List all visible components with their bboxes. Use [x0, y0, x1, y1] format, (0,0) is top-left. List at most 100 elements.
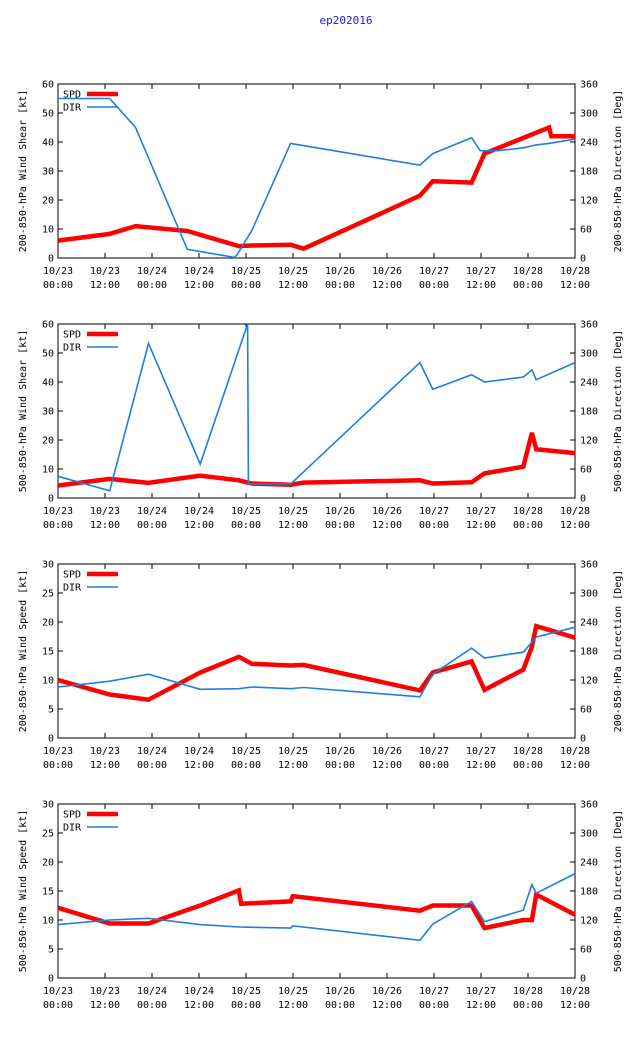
right-tick-label: 360: [580, 560, 598, 571]
y-axis-label-right: 200-850-hPa Direction [Deg]: [613, 570, 624, 733]
x-tick-date: 10/24: [184, 506, 214, 517]
y-axis-label-left: 200-850-hPa Wind Speed [kt]: [18, 570, 29, 733]
x-tick-time: 00:00: [513, 520, 543, 531]
dir-series-line: [57, 626, 576, 698]
x-tick-date: 10/27: [419, 986, 449, 997]
x-tick-time: 12:00: [90, 760, 120, 771]
dir-series-line: [57, 323, 576, 492]
x-tick-time: 12:00: [278, 760, 308, 771]
legend-label-dir: DIR: [63, 103, 82, 114]
right-tick-label: 120: [580, 436, 598, 447]
x-tick-time: 00:00: [325, 760, 355, 771]
y-axis-label-left: 500-850-hPa Wind Shear [kt]: [18, 330, 29, 493]
page-title: ep202016: [320, 14, 373, 27]
right-tick-label: 300: [580, 829, 598, 840]
left-tick-label: 30: [42, 800, 54, 811]
legend-label-dir: DIR: [63, 583, 82, 594]
x-tick-time: 00:00: [231, 280, 261, 291]
x-tick-time: 12:00: [372, 280, 402, 291]
spd-series-line: [57, 432, 576, 488]
right-tick-label: 300: [580, 589, 598, 600]
chart-panel-3: 05101520253006012018024030036010/2300:00…: [18, 560, 624, 772]
right-tick-label: 60: [580, 225, 592, 236]
right-tick-label: 180: [580, 647, 598, 658]
spd-series-line: [57, 623, 576, 703]
x-tick-time: 12:00: [466, 1000, 496, 1011]
x-tick-date: 10/28: [513, 986, 543, 997]
x-tick-time: 00:00: [137, 760, 167, 771]
x-tick-time: 00:00: [419, 760, 449, 771]
x-tick-time: 00:00: [231, 520, 261, 531]
x-tick-time: 12:00: [90, 520, 120, 531]
legend-label-dir: DIR: [63, 823, 82, 834]
x-tick-time: 12:00: [560, 520, 590, 531]
x-tick-time: 00:00: [325, 520, 355, 531]
x-tick-date: 10/23: [43, 506, 73, 517]
right-tick-label: 360: [580, 320, 598, 331]
right-tick-label: 120: [580, 196, 598, 207]
x-tick-date: 10/23: [90, 266, 120, 277]
x-tick-date: 10/28: [513, 746, 543, 757]
x-tick-date: 10/23: [90, 506, 120, 517]
x-tick-time: 00:00: [137, 520, 167, 531]
x-tick-time: 12:00: [278, 520, 308, 531]
legend-label-spd: SPD: [63, 810, 81, 821]
x-tick-time: 00:00: [419, 520, 449, 531]
right-tick-label: 300: [580, 109, 598, 120]
x-tick-date: 10/25: [278, 266, 308, 277]
x-tick-date: 10/27: [466, 506, 496, 517]
x-tick-date: 10/28: [513, 506, 543, 517]
left-tick-label: 50: [42, 109, 54, 120]
x-tick-date: 10/26: [325, 746, 355, 757]
legend-label-dir: DIR: [63, 343, 82, 354]
x-tick-time: 12:00: [184, 520, 214, 531]
x-tick-date: 10/27: [419, 506, 449, 517]
chart-panel-2: 0 10 20 30 40 50 60 0 60 120 180 240 300 360 10/23 00:0…: [18, 320, 624, 532]
x-tick-time: 12:00: [560, 280, 590, 291]
left-tick-label: 50: [42, 349, 54, 360]
x-tick-date: 10/25: [278, 986, 308, 997]
left-tick-label: 0: [48, 974, 54, 985]
x-tick-date: 10/26: [372, 746, 402, 757]
right-tick-label: 120: [580, 676, 598, 687]
x-tick-time: 12:00: [372, 760, 402, 771]
x-tick-time: 00:00: [137, 280, 167, 291]
left-tick-label: 20: [42, 618, 54, 629]
x-tick-date: 10/24: [184, 266, 214, 277]
left-tick-label: 25: [42, 829, 54, 840]
spd-series-line: [57, 887, 577, 931]
x-tick-date: 10/25: [231, 266, 261, 277]
right-tick-label: 300: [580, 349, 598, 360]
x-tick-date: 10/24: [137, 986, 167, 997]
x-tick-time: 00:00: [43, 280, 73, 291]
right-tick-label: 180: [580, 887, 598, 898]
left-tick-label: 0: [48, 734, 54, 745]
right-tick-label: 180: [580, 407, 598, 418]
x-tick-date: 10/27: [419, 746, 449, 757]
left-tick-label: 15: [42, 887, 54, 898]
right-tick-label: 240: [580, 138, 598, 149]
x-tick-time: 00:00: [513, 760, 543, 771]
x-tick-date: 10/25: [278, 506, 308, 517]
dir-series-line: [57, 872, 576, 942]
legend-label-spd: SPD: [63, 330, 81, 341]
x-tick-time: 12:00: [278, 280, 308, 291]
x-tick-date: 10/27: [466, 746, 496, 757]
right-tick-label: 60: [580, 705, 592, 716]
left-tick-label: 20: [42, 436, 54, 447]
left-tick-label: 5: [48, 945, 54, 956]
x-tick-date: 10/24: [184, 746, 214, 757]
left-tick-label: 15: [42, 647, 54, 658]
x-tick-time: 12:00: [466, 280, 496, 291]
right-tick-label: 0: [580, 974, 586, 985]
left-tick-label: 60: [42, 320, 54, 331]
x-tick-time: 00:00: [43, 1000, 73, 1011]
left-tick-label: 10: [42, 676, 54, 687]
right-tick-label: 180: [580, 167, 598, 178]
x-tick-date: 10/27: [466, 266, 496, 277]
x-tick-date: 10/23: [90, 986, 120, 997]
right-tick-label: 0: [580, 734, 586, 745]
x-tick-date: 10/25: [231, 746, 261, 757]
left-tick-label: 40: [42, 138, 54, 149]
